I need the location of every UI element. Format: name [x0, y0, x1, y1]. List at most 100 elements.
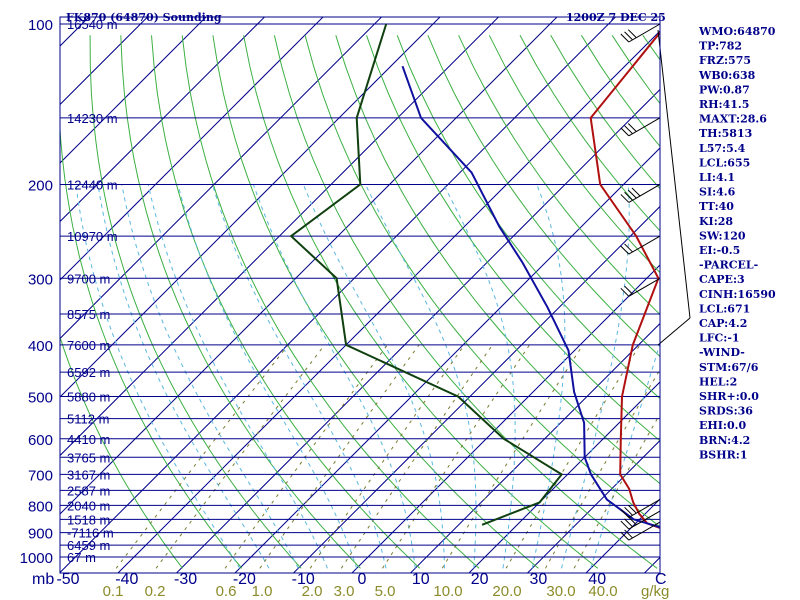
- wind-barb-flag: [620, 287, 630, 297]
- dry-adiabat-line: [120, 35, 361, 569]
- temperature-tick-label: -30: [174, 571, 197, 588]
- temperature-tick-labels: -50 -40 -30 -20 -10 0 10 20 30 40: [56, 571, 606, 588]
- moist-adiabat-line: [252, 184, 416, 569]
- height-label: 2587 m: [67, 483, 110, 498]
- dry-adiabat-line: [151, 35, 421, 569]
- wind-barb-flag: [620, 33, 630, 43]
- wind-barb-flag: [627, 504, 637, 514]
- wind-barb-flag: [627, 189, 637, 199]
- index-item: TP:782: [699, 40, 742, 53]
- index-item: L57:5.4: [699, 142, 746, 155]
- chart-title: FK870 (64870) Sounding: [66, 11, 222, 24]
- dry-adiabat-line: [60, 121, 243, 569]
- index-item: EI:-0.5: [699, 244, 740, 257]
- temperature-tick-label: -20: [233, 571, 256, 588]
- wind-barb-flag: [620, 245, 630, 255]
- temperature-tick-label: 0: [358, 571, 367, 588]
- index-item: -PARCEL-: [699, 259, 758, 272]
- isotherm-line: [60, 17, 558, 515]
- wind-barb-flag: [627, 29, 637, 39]
- index-item: KI:28: [699, 215, 733, 228]
- index-item: BSHR:1: [699, 448, 748, 461]
- mixing-ratio-line: [340, 344, 493, 569]
- wind-barb-staff: [628, 277, 661, 297]
- temperature-unit: C: [655, 571, 667, 588]
- index-item: FRZ:575: [699, 54, 751, 67]
- wind-barb-staff: [628, 117, 661, 137]
- temperature-tick-label: 20: [471, 571, 489, 588]
- index-item: LCL:655: [699, 156, 750, 169]
- isotherm-line: [176, 88, 660, 573]
- moist-adiabat-line: [365, 184, 477, 569]
- height-label: 14230 m: [67, 111, 118, 126]
- index-item: SRDS:36: [699, 405, 753, 418]
- height-label: 9700 m: [67, 271, 110, 286]
- mixing-ratio-line: [573, 413, 660, 569]
- mixing-ratio-tick-label: 10.0: [433, 583, 462, 600]
- index-item: -WIND-: [699, 346, 745, 359]
- wind-barb-flag: [624, 31, 633, 41]
- isotherm-line: [60, 17, 441, 398]
- index-item: CINH:16590: [699, 288, 776, 301]
- pressure-tick-label: 300: [28, 271, 53, 288]
- wind-barb-flag: [624, 285, 633, 295]
- wind-barb: [620, 117, 661, 137]
- pressure-tick-label: 900: [28, 526, 53, 543]
- mixing-ratio-line: [155, 344, 325, 569]
- moist-adiabat-line: [97, 184, 270, 569]
- wind-barb-staff: [628, 521, 661, 541]
- isotherm-line: [0, 17, 31, 573]
- temperature-tick-label: -10: [292, 571, 315, 588]
- dry-adiabat-line: [366, 35, 660, 442]
- wind-barb: [620, 235, 661, 255]
- moist-adiabat-line: [147, 184, 328, 569]
- wind-barb: [620, 499, 661, 518]
- index-item: WB0:638: [698, 69, 756, 82]
- index-item: RH:41.5: [699, 98, 749, 111]
- height-label: 4410 m: [67, 432, 110, 447]
- dry-adiabat-line: [427, 35, 660, 358]
- dry-adiabat-line: [766, 35, 800, 568]
- moist-adiabat-line: [121, 184, 299, 569]
- isotherm-line: [60, 17, 616, 573]
- mixing-ratio-unit: g/kg: [641, 583, 669, 600]
- wind-barb-flag: [624, 529, 633, 539]
- moist-adiabat-line: [211, 184, 387, 569]
- height-label: 6459 m: [67, 538, 110, 553]
- mixing-ratio-tick-label: 30.0: [546, 583, 575, 600]
- isotherm-line: [468, 381, 660, 573]
- mixing-ratio-tick-label: 0.2: [145, 583, 166, 600]
- pressure-tick-label: 100: [28, 17, 53, 34]
- wind-barb-staff: [628, 499, 661, 518]
- wind-barb-flag: [627, 516, 637, 526]
- index-item: SHR+:0.0: [699, 390, 759, 403]
- wind-barb-flag: [620, 531, 630, 541]
- height-label: 7600 m: [67, 338, 110, 353]
- hodograph-segment: [657, 29, 691, 319]
- index-item: SW:120: [699, 229, 746, 242]
- isotherm-line: [60, 17, 499, 457]
- pressure-tick-label: 800: [28, 498, 53, 515]
- index-item: HEL:2: [699, 375, 737, 388]
- dry-adiabat-line: [488, 35, 660, 274]
- isotherm-line: [60, 17, 382, 340]
- moist-adiabat-line: [561, 184, 630, 569]
- mixing-ratio-tick-label: 3.0: [334, 583, 355, 600]
- wind-barb-flag: [627, 123, 637, 132]
- dry-adiabat-line: [60, 335, 183, 569]
- index-item: PW:0.87: [699, 83, 750, 96]
- wind-barb-flag: [624, 191, 633, 201]
- isotherm-line: [117, 30, 660, 573]
- index-item: SI:4.6: [699, 186, 736, 199]
- moist-adiabat-line: [443, 184, 516, 569]
- wind-barb-staff: [628, 235, 661, 255]
- index-item: LFC:-1: [699, 332, 740, 345]
- height-label: 3167 m: [67, 467, 110, 482]
- height-label: 12440 m: [67, 177, 118, 192]
- pressure-tick-label: 500: [28, 390, 53, 407]
- wind-barb-staff: [628, 23, 661, 43]
- isotherm-line: [60, 17, 207, 164]
- dry-adiabat-line: [181, 35, 480, 569]
- height-label: -7116 m: [67, 526, 114, 541]
